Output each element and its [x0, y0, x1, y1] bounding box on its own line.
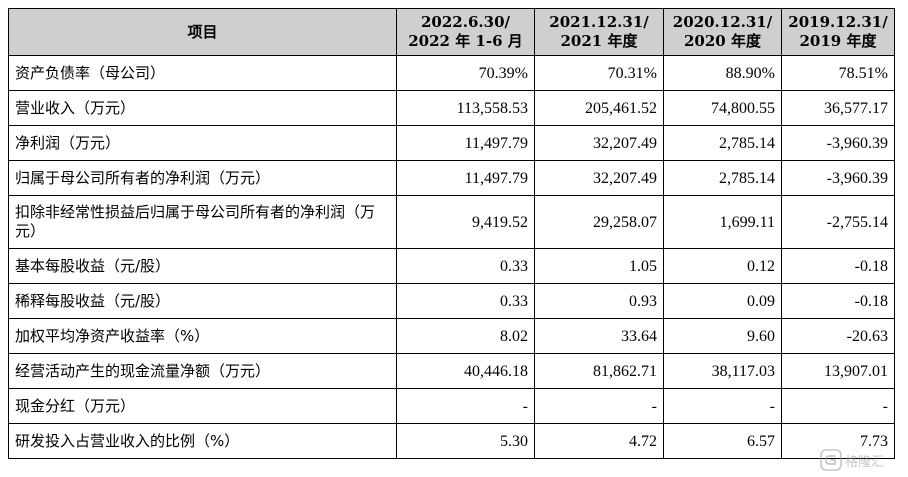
- cell-value: -0.18: [781, 283, 895, 319]
- row-label: 资产负债率（母公司）: [8, 55, 397, 91]
- row-label: 稀释每股收益（元/股）: [8, 283, 397, 319]
- table-row: 资产负债率（母公司） 70.39% 70.31% 88.90% 78.51%: [8, 55, 895, 91]
- cell-value: 11,497.79: [396, 125, 535, 161]
- row-label: 扣除非经常性损益后归属于母公司所有者的净利润（万元）: [8, 195, 397, 249]
- table-row: 归属于母公司所有者的净利润（万元） 11,497.79 32,207.49 2,…: [8, 160, 895, 196]
- cell-value: 36,577.17: [781, 90, 895, 126]
- gelonghui-logo-icon: [820, 449, 842, 471]
- table-row: 扣除非经常性损益后归属于母公司所有者的净利润（万元） 9,419.52 29,2…: [8, 195, 895, 249]
- cell-value: 9,419.52: [396, 195, 535, 249]
- header-line2: 2021 年度: [560, 32, 638, 50]
- header-line1: 2022.6.30/: [421, 13, 510, 31]
- row-label: 现金分红（万元）: [8, 388, 397, 424]
- cell-value: -: [781, 388, 895, 424]
- cell-value: 38,117.03: [663, 353, 782, 389]
- cell-value: 32,207.49: [534, 160, 664, 196]
- cell-value: 40,446.18: [396, 353, 535, 389]
- financial-data-table-container: 项目 2022.6.30/ 2022 年 1-6 月 2021.12.31/ 2…: [8, 8, 895, 459]
- header-period-2022h1: 2022.6.30/ 2022 年 1-6 月: [396, 8, 535, 56]
- header-row: 项目 2022.6.30/ 2022 年 1-6 月 2021.12.31/ 2…: [8, 8, 895, 56]
- cell-value: -: [396, 388, 535, 424]
- cell-value: 7.73: [781, 423, 895, 459]
- cell-value: 6.57: [663, 423, 782, 459]
- header-period-2019: 2019.12.31/ 2019 年度: [781, 8, 895, 56]
- cell-value: 0.33: [396, 283, 535, 319]
- header-line2: 2019 年度: [799, 32, 877, 50]
- cell-value: 2,785.14: [663, 160, 782, 196]
- cell-value: 113,558.53: [396, 90, 535, 126]
- header-item: 项目: [8, 8, 397, 56]
- row-label: 营业收入（万元）: [8, 90, 397, 126]
- cell-value: 8.02: [396, 318, 535, 354]
- cell-value: 0.93: [534, 283, 664, 319]
- table-row: 营业收入（万元） 113,558.53 205,461.52 74,800.55…: [8, 90, 895, 126]
- row-label: 基本每股收益（元/股）: [8, 248, 397, 284]
- row-label: 加权平均净资产收益率（%）: [8, 318, 397, 354]
- cell-value: 2,785.14: [663, 125, 782, 161]
- header-period-2021: 2021.12.31/ 2021 年度: [534, 8, 664, 56]
- table-body: 资产负债率（母公司） 70.39% 70.31% 88.90% 78.51% 营…: [8, 55, 895, 459]
- cell-value: 74,800.55: [663, 90, 782, 126]
- cell-value: 1.05: [534, 248, 664, 284]
- cell-value: 13,907.01: [781, 353, 895, 389]
- watermark: 格隆汇: [820, 449, 898, 471]
- cell-value: -: [534, 388, 664, 424]
- cell-value: -20.63: [781, 318, 895, 354]
- cell-value: 81,862.71: [534, 353, 664, 389]
- table-row: 稀释每股收益（元/股） 0.33 0.93 0.09 -0.18: [8, 283, 895, 319]
- cell-value: 88.90%: [663, 55, 782, 91]
- row-label: 经营活动产生的现金流量净额（万元）: [8, 353, 397, 389]
- header-line1: 2021.12.31/: [549, 13, 649, 31]
- cell-value: 78.51%: [781, 55, 895, 91]
- cell-value: 33.64: [534, 318, 664, 354]
- row-label: 研发投入占营业收入的比例（%）: [8, 423, 397, 459]
- cell-value: -0.18: [781, 248, 895, 284]
- cell-value: 29,258.07: [534, 195, 664, 249]
- header-item-line1: 项目: [187, 22, 218, 41]
- cell-value: 0.12: [663, 248, 782, 284]
- header-line2: 2022 年 1-6 月: [408, 32, 523, 50]
- table-row: 净利润（万元） 11,497.79 32,207.49 2,785.14 -3,…: [8, 125, 895, 161]
- cell-value: 4.72: [534, 423, 664, 459]
- cell-value: 0.09: [663, 283, 782, 319]
- header-line1: 2020.12.31/: [672, 13, 773, 31]
- table-row: 现金分红（万元） - - - -: [8, 388, 895, 424]
- cell-value: 70.39%: [396, 55, 535, 91]
- watermark-text: 格隆汇: [845, 454, 885, 470]
- table-row: 经营活动产生的现金流量净额（万元） 40,446.18 81,862.71 38…: [8, 353, 895, 389]
- cell-value: 1,699.11: [663, 195, 782, 249]
- cell-value: 32,207.49: [534, 125, 664, 161]
- cell-value: 5.30: [396, 423, 535, 459]
- table-row: 基本每股收益（元/股） 0.33 1.05 0.12 -0.18: [8, 248, 895, 284]
- header-line1: 2019.12.31/: [788, 13, 888, 31]
- cell-value: -: [663, 388, 782, 424]
- cell-value: 9.60: [663, 318, 782, 354]
- row-label: 净利润（万元）: [8, 125, 397, 161]
- table-row: 加权平均净资产收益率（%） 8.02 33.64 9.60 -20.63: [8, 318, 895, 354]
- cell-value: 205,461.52: [534, 90, 664, 126]
- header-line2: 2020 年度: [684, 32, 761, 50]
- cell-value: -3,960.39: [781, 160, 895, 196]
- cell-value: 0.33: [396, 248, 535, 284]
- header-period-2020: 2020.12.31/ 2020 年度: [663, 8, 782, 56]
- cell-value: -2,755.14: [781, 195, 895, 249]
- table-header: 项目 2022.6.30/ 2022 年 1-6 月 2021.12.31/ 2…: [8, 8, 895, 56]
- financial-data-table: 项目 2022.6.30/ 2022 年 1-6 月 2021.12.31/ 2…: [8, 8, 895, 459]
- cell-value: 11,497.79: [396, 160, 535, 196]
- table-row: 研发投入占营业收入的比例（%） 5.30 4.72 6.57 7.73: [8, 423, 895, 459]
- cell-value: -3,960.39: [781, 125, 895, 161]
- row-label: 归属于母公司所有者的净利润（万元）: [8, 160, 397, 196]
- cell-value: 70.31%: [534, 55, 664, 91]
